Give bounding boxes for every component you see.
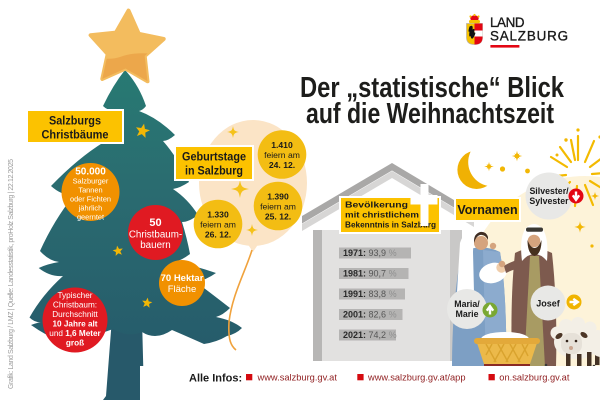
svg-text:Marie: Marie <box>456 309 479 319</box>
svg-text:1.330: 1.330 <box>207 210 229 220</box>
svg-text:und 1,6 Meter: und 1,6 Meter <box>49 329 101 338</box>
svg-text:Geburtstage: Geburtstage <box>182 150 246 164</box>
svg-text:Josef: Josef <box>536 299 561 309</box>
svg-text:on.salzburg.gv.at: on.salzburg.gv.at <box>499 373 570 383</box>
svg-text:LAND: LAND <box>490 15 525 30</box>
svg-text:feiern am: feiern am <box>264 150 300 160</box>
svg-text:Tannen: Tannen <box>78 186 102 195</box>
svg-text:in Salzburg: in Salzburg <box>185 164 243 178</box>
svg-text:bauern: bauern <box>140 240 171 251</box>
svg-text:1.390: 1.390 <box>267 192 289 202</box>
svg-text:Salzburgs: Salzburgs <box>49 114 101 128</box>
svg-text:Alle Infos:: Alle Infos: <box>189 373 242 385</box>
svg-text:1981: 90,7 %: 1981: 90,7 % <box>343 269 397 279</box>
svg-text:feiern am: feiern am <box>200 220 236 230</box>
svg-text:26. 12.: 26. 12. <box>205 230 231 240</box>
svg-text:Fläche: Fläche <box>168 284 197 295</box>
svg-text:www.salzburg.gv.at: www.salzburg.gv.at <box>257 373 338 383</box>
svg-text:1971: 93,9 %: 1971: 93,9 % <box>343 248 397 258</box>
svg-text:24. 12.: 24. 12. <box>269 160 295 170</box>
svg-text:10 Jahre alt: 10 Jahre alt <box>52 320 97 329</box>
svg-text:25. 12.: 25. 12. <box>265 212 291 222</box>
svg-text:1991: 83,8 %: 1991: 83,8 % <box>343 289 397 299</box>
svg-text:Typischer: Typischer <box>57 291 92 300</box>
svg-text:2021: 74,2 %: 2021: 74,2 % <box>343 330 397 340</box>
svg-text:70 Hektar: 70 Hektar <box>161 273 204 284</box>
svg-text:Grafik: Land Salzburg / LMZ |: Grafik: Land Salzburg / LMZ | Quelle: La… <box>8 159 15 389</box>
svg-text:feiern am: feiern am <box>260 202 296 212</box>
svg-text:www.salzburg.gv.at/app: www.salzburg.gv.at/app <box>367 373 466 383</box>
svg-text:1.410: 1.410 <box>271 140 293 150</box>
svg-text:50.000: 50.000 <box>75 167 106 178</box>
svg-text:groß: groß <box>66 339 84 348</box>
svg-text:50: 50 <box>149 217 161 229</box>
svg-text:Christbaum:: Christbaum: <box>53 301 97 310</box>
svg-text:Durchschnitt: Durchschnitt <box>52 310 98 319</box>
svg-text:2001: 82,6 %: 2001: 82,6 % <box>343 310 397 320</box>
svg-text:Sylvester: Sylvester <box>529 196 569 206</box>
svg-text:Christbaum-: Christbaum- <box>129 230 182 241</box>
svg-text:auf die Weihnachtszeit: auf die Weihnachtszeit <box>306 98 554 130</box>
svg-text:SALZBURG: SALZBURG <box>490 28 568 43</box>
svg-text:Der „statistische“ Blick: Der „statistische“ Blick <box>300 72 564 104</box>
svg-text:oder Fichten: oder Fichten <box>70 195 111 204</box>
svg-text:Christbäume: Christbäume <box>42 128 109 142</box>
svg-text:Salzburger: Salzburger <box>73 177 109 186</box>
svg-text:geerntet: geerntet <box>77 213 104 222</box>
svg-text:Maria/: Maria/ <box>454 299 480 309</box>
svg-text:mit christlichem: mit christlichem <box>345 210 419 220</box>
svg-text:Silvester/: Silvester/ <box>529 186 569 196</box>
svg-text:Bevölkerung: Bevölkerung <box>345 200 408 210</box>
svg-text:Bekenntnis in Salzburg: Bekenntnis in Salzburg <box>345 220 436 230</box>
svg-text:Vornamen: Vornamen <box>457 203 517 217</box>
svg-text:jährlich: jährlich <box>78 204 102 213</box>
